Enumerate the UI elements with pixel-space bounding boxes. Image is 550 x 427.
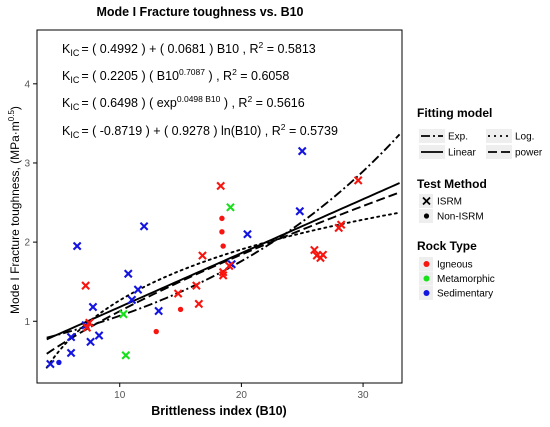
equation-linear: KIC = ( 0.4992 ) + ( 0.0681 ) B10 , R2 = …: [62, 40, 316, 58]
data-point-isrm: [139, 221, 149, 231]
x-tick-label: 10: [114, 390, 126, 401]
data-point-isrm: [133, 285, 143, 294]
data-point-isrm: [121, 350, 131, 360]
legend-rock-swatch: [423, 261, 430, 267]
x-axis-title: Brittleness index (B10): [151, 404, 286, 418]
legend-fitting-label: Linear: [448, 148, 476, 159]
data-point-isrm: [336, 220, 346, 230]
plot-panel: [36, 29, 403, 384]
data-point-isrm: [88, 302, 98, 312]
legend-method-label: Non-ISRM: [437, 212, 484, 223]
equations: KIC = ( 0.4992 ) + ( 0.0681 ) B10 , R2 = …: [62, 40, 338, 140]
data-point-non-isrm: [56, 359, 62, 366]
equation-exp: KIC = ( 0.6498 ) ( exp0.0498 B10 ) , R2 =…: [62, 94, 305, 112]
data-point-isrm: [194, 299, 204, 309]
equation-power: KIC = ( 0.2205 ) ( B100.7087 ) , R2 = 0.6…: [62, 67, 289, 85]
legend-rock-type: Rock Type Igneous Metamorphic Sedimentary: [417, 239, 495, 300]
data-point-isrm: [173, 289, 183, 298]
data-point-isrm: [295, 206, 305, 216]
data-point-isrm: [86, 337, 95, 347]
data-point-isrm: [218, 271, 228, 280]
data-point-isrm: [119, 309, 128, 319]
y-axis-title: Mode I Fracture toughness, (MPa·m0.5): [7, 106, 22, 314]
data-point-isrm: [353, 176, 363, 185]
legend-fitting-title: Fitting model: [417, 106, 492, 120]
chart-title: Mode I Fracture toughness vs. B10: [97, 5, 304, 19]
data-point-isrm: [218, 267, 228, 277]
data-point-isrm: [81, 281, 91, 290]
legend-method-title: Test Method: [417, 177, 487, 191]
x-tick-label: 30: [358, 390, 370, 401]
data-point-isrm: [82, 323, 92, 332]
y-tick-label: 2: [24, 238, 30, 249]
legend-rock-title: Rock Type: [417, 239, 477, 253]
data-point-non-isrm: [220, 243, 226, 249]
legend-rock-swatch: [423, 290, 430, 296]
data-point-non-isrm: [153, 328, 159, 335]
data-point-isrm: [226, 202, 235, 212]
y-tick-label: 4: [24, 79, 30, 90]
legend-method-swatch-dot: [423, 213, 430, 219]
data-point-non-isrm: [177, 306, 184, 313]
legend-rock-swatch: [423, 275, 430, 282]
y-axis: 1 2 3 4: [24, 79, 37, 328]
legend-fitting-label: Log.: [515, 132, 534, 143]
legend-fitting-label: power: [515, 148, 543, 159]
data-point-isrm: [243, 229, 252, 239]
legend-rock-label: Igneous: [437, 260, 473, 271]
equation-log: KIC = ( -0.8719 ) + ( 0.9278 ) ln(B10) , …: [62, 122, 338, 140]
data-point-isrm: [84, 318, 94, 328]
data-point-isrm: [66, 348, 76, 358]
legend-test-method: Test Method ISRM Non-ISRM: [417, 177, 487, 223]
data-point-isrm: [192, 281, 201, 290]
data-point-isrm: [66, 332, 76, 342]
legend-fitting-model: Fitting model Exp. Log. Linear power: [417, 106, 543, 159]
data-point-isrm: [198, 251, 207, 260]
data-point-isrm: [310, 245, 319, 255]
x-tick-label: 20: [236, 390, 248, 401]
data-point-isrm: [216, 181, 226, 191]
data-point-isrm: [72, 241, 82, 251]
data-point-isrm: [154, 306, 164, 316]
data-point-isrm: [297, 146, 307, 156]
fit-line-linear: [46, 182, 400, 341]
y-axis-title-exponent: 0.5: [7, 110, 16, 122]
legend-rock-label: Sedimentary: [437, 289, 493, 300]
data-point-isrm: [94, 331, 104, 340]
data-point-isrm: [127, 295, 137, 305]
fit-line-power: [46, 191, 400, 355]
data-point-isrm: [46, 359, 55, 369]
data-point-non-isrm: [219, 215, 225, 222]
x-axis: 10 20 30: [114, 383, 369, 401]
fit-line-log: [45, 211, 401, 369]
y-tick-label: 3: [24, 158, 30, 169]
data-point-isrm: [224, 261, 234, 271]
legend-fitting-label: Exp.: [448, 132, 468, 143]
y-tick-label: 1: [24, 317, 30, 328]
data-point-isrm: [123, 269, 133, 279]
data-point-isrm: [318, 250, 328, 260]
data-point-non-isrm: [219, 229, 225, 235]
legend-rock-label: Metamorphic: [437, 274, 495, 285]
legend-method-swatch-x: [422, 196, 431, 206]
legend-method-label: ISRM: [437, 197, 462, 208]
data-points: [46, 146, 363, 369]
